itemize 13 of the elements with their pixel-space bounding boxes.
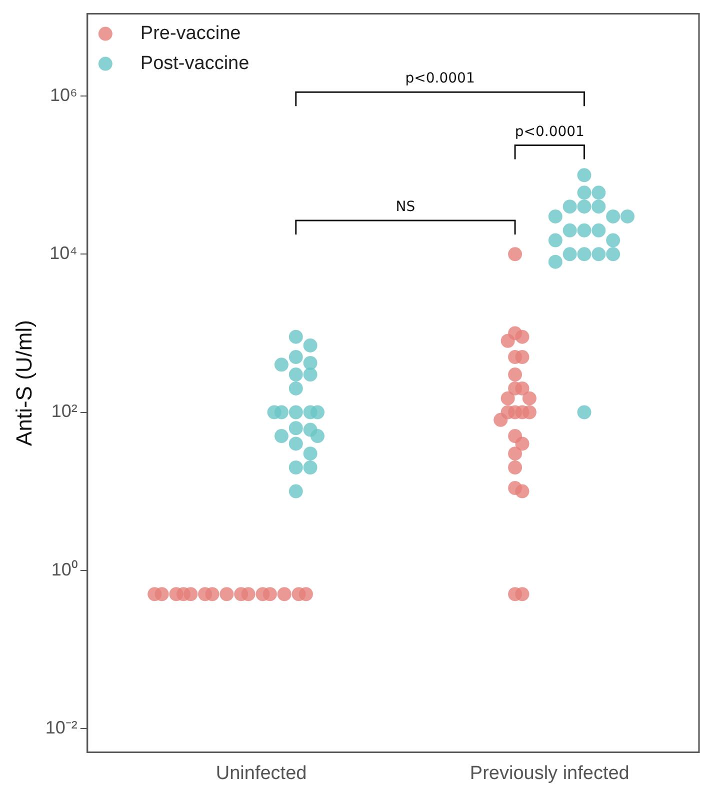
legend-label: Pre-vaccine: [140, 23, 241, 44]
y-tick-label: 10⁴: [50, 243, 78, 264]
x-tick-label: Previously infected: [470, 762, 630, 784]
x-tick-label: Uninfected: [216, 762, 307, 784]
legend-label: Post-vaccine: [140, 53, 250, 74]
annotation: p<0.0001: [405, 70, 475, 87]
y-tick-label: 10²: [51, 401, 78, 422]
annotation: NS: [396, 199, 416, 216]
annotation: p<0.0001: [514, 124, 584, 140]
y-axis-title: Anti-S (U/ml): [11, 320, 36, 446]
y-tick-label: 10⁻²: [45, 717, 78, 738]
y-tick-label: 10⁶: [50, 85, 78, 106]
y-tick-label: 10⁰: [51, 559, 78, 580]
